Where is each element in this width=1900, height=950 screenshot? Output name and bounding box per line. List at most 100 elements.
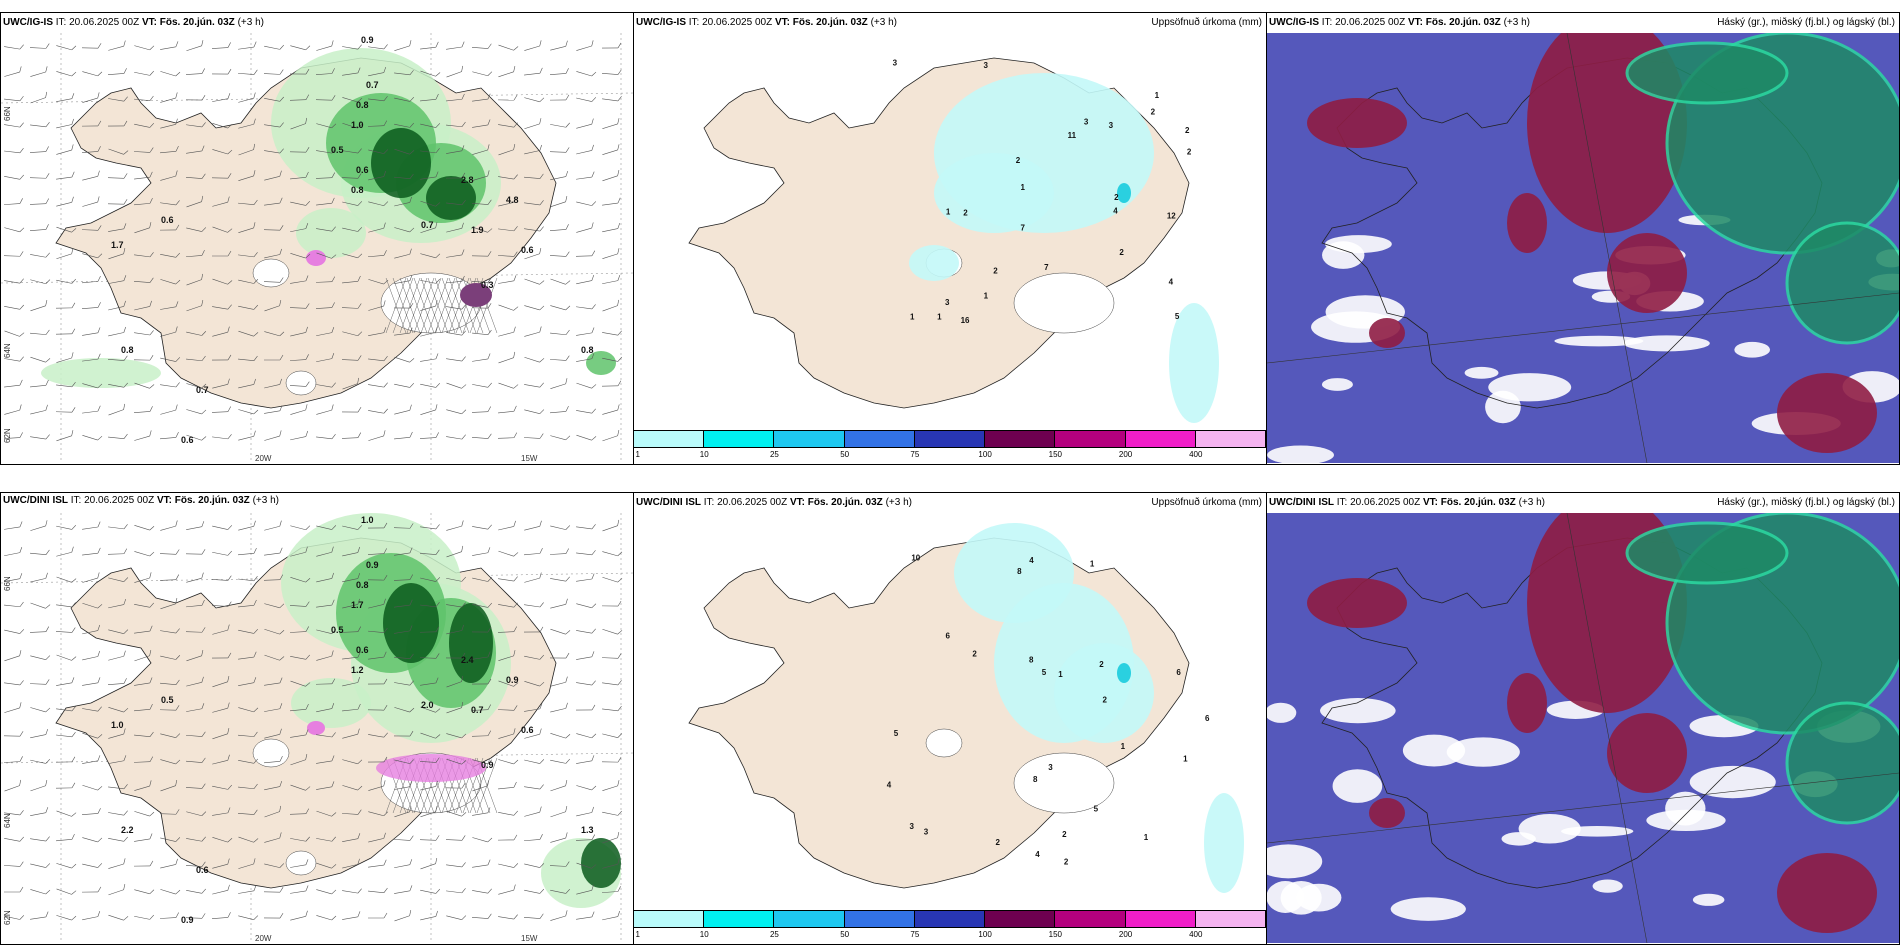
wind-barb <box>472 144 490 155</box>
precip-blob <box>586 351 616 375</box>
wind-barb <box>238 547 257 556</box>
wind-barb <box>56 93 75 102</box>
wind-barb <box>472 602 493 608</box>
precip-value: 1.0 <box>111 720 124 730</box>
wind-barb <box>472 119 491 128</box>
colorbar-swatch <box>1125 431 1196 447</box>
wind-barb <box>56 118 74 129</box>
wind-barb <box>446 65 464 78</box>
wind-barb <box>602 330 622 336</box>
panel-title-right: Uppsöfnuð úrkoma (mm) <box>1151 497 1262 508</box>
precip-value: 0.9 <box>361 35 374 45</box>
precip-value: 0.5 <box>331 145 344 155</box>
wind-barb <box>524 863 545 868</box>
wind-barb <box>394 599 413 608</box>
wind-barb <box>238 575 258 582</box>
wind-barb <box>602 858 620 869</box>
wind-barb <box>56 915 77 921</box>
colorbar-label: 400 <box>1189 450 1203 459</box>
wind-barb <box>159 224 180 231</box>
clear-patch <box>1267 702 1297 723</box>
precip-value: 1.7 <box>111 240 124 250</box>
wind-barb <box>524 681 545 687</box>
wind-barb <box>420 200 441 207</box>
wind-barb <box>316 353 335 363</box>
grid-line <box>1566 513 1648 943</box>
precip-value: 0.5 <box>161 695 174 705</box>
wind-barb <box>420 123 441 128</box>
clear-patch <box>1488 373 1572 402</box>
wind-barb <box>472 329 492 336</box>
wind-barb <box>341 626 362 633</box>
wind-barb <box>30 122 50 128</box>
wind-barbs <box>3 519 623 922</box>
clear-patch <box>1554 335 1644 347</box>
wind-barb <box>30 911 49 920</box>
wind-barb <box>602 780 620 791</box>
wind-barb <box>160 200 180 206</box>
cloud-cover-map <box>1267 33 1899 463</box>
wind-barb <box>420 41 439 50</box>
wind-barb <box>550 170 569 181</box>
wind-barb <box>498 650 516 661</box>
wind-barb <box>316 599 335 608</box>
wind-barb <box>212 434 232 440</box>
wind-barb <box>342 858 360 869</box>
wind-barb <box>342 67 361 76</box>
wind-barb <box>30 252 50 258</box>
wind-barb <box>368 382 388 388</box>
wind-barb <box>238 599 257 608</box>
wind-barb <box>367 548 387 555</box>
wind-barb <box>56 731 76 738</box>
glacier-patch <box>925 728 963 758</box>
wind-barb <box>524 654 545 660</box>
wind-barb <box>212 304 232 310</box>
wind-barb <box>367 705 388 711</box>
wind-barb <box>134 70 155 76</box>
wind-barb <box>133 355 154 361</box>
accum-value: 7 <box>1020 223 1025 232</box>
lat-label-66n: 66N <box>3 576 12 591</box>
colorbar-swatch <box>1055 911 1126 927</box>
wind-barb <box>576 603 597 609</box>
wind-barb <box>341 303 362 309</box>
wind-barb <box>393 574 414 581</box>
wind-barb <box>576 434 597 441</box>
wind-barb <box>264 248 282 259</box>
wind-barb <box>498 304 519 311</box>
clear-patch <box>1623 335 1710 352</box>
wind-barb <box>134 430 152 441</box>
precip-value: 2.2 <box>121 825 134 835</box>
wind-barb <box>472 93 491 102</box>
wind-barb <box>108 248 126 260</box>
wind-barb <box>55 756 76 763</box>
accum-value: 2 <box>1151 107 1156 116</box>
wind-barb <box>394 653 414 659</box>
precip-blob <box>371 128 431 198</box>
wind-barb <box>30 655 51 660</box>
wind-barb <box>108 629 129 635</box>
wind-barb <box>446 888 466 894</box>
wind-barb <box>108 577 129 582</box>
wind-barb <box>264 170 282 181</box>
precip-value: 0.5 <box>331 625 344 635</box>
wind-barb <box>316 252 337 259</box>
wind-barb <box>160 779 178 792</box>
wind-barb <box>550 68 569 76</box>
colorbar-label: 400 <box>1189 930 1203 939</box>
wind-barb <box>185 549 206 555</box>
wind-barb <box>186 757 206 763</box>
wind-barb <box>55 782 76 789</box>
wind-barb <box>576 884 594 895</box>
wind-barb <box>316 572 334 583</box>
wind-barb <box>56 45 77 51</box>
precip-value: 0.8 <box>581 345 594 355</box>
wind-barb <box>108 433 128 440</box>
clear-patch <box>1646 809 1726 832</box>
wind-barb <box>472 43 492 49</box>
wind-barb <box>134 625 153 634</box>
wind-barb <box>394 196 412 207</box>
wind-barb <box>602 519 620 532</box>
wind-barb <box>498 196 516 207</box>
wind-barb <box>497 834 518 841</box>
